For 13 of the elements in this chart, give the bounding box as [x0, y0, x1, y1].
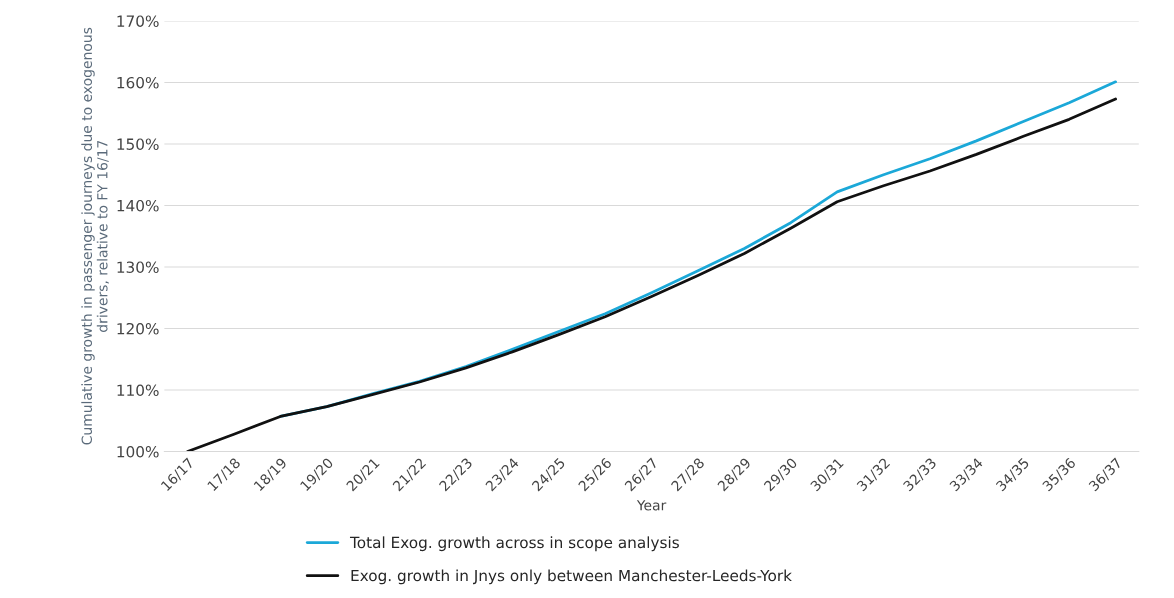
legend-label: Exog. growth in Jnys only between Manchester-Leeds-York — [351, 569, 792, 585]
y-axis-title: Cumulative growth in passenger journeys due to exogenous drivers, relative to FY 16/17 — [81, 27, 109, 445]
y-tick-label: 130% — [117, 261, 159, 273]
x-axis-title: Year — [636, 500, 667, 511]
y-tick-label: 110% — [117, 384, 159, 396]
y-tick-label: 100% — [117, 445, 159, 458]
line-series — [186, 97, 1117, 452]
y-tick-label: 140% — [117, 199, 159, 212]
y-tick-label: 160% — [117, 76, 159, 89]
legend-label: Total Exog. growth across in scope analysis — [349, 536, 679, 552]
y-tick-label: 150% — [117, 138, 159, 150]
y-tick-label: 170% — [117, 15, 159, 27]
y-tick-label: 120% — [117, 322, 159, 335]
